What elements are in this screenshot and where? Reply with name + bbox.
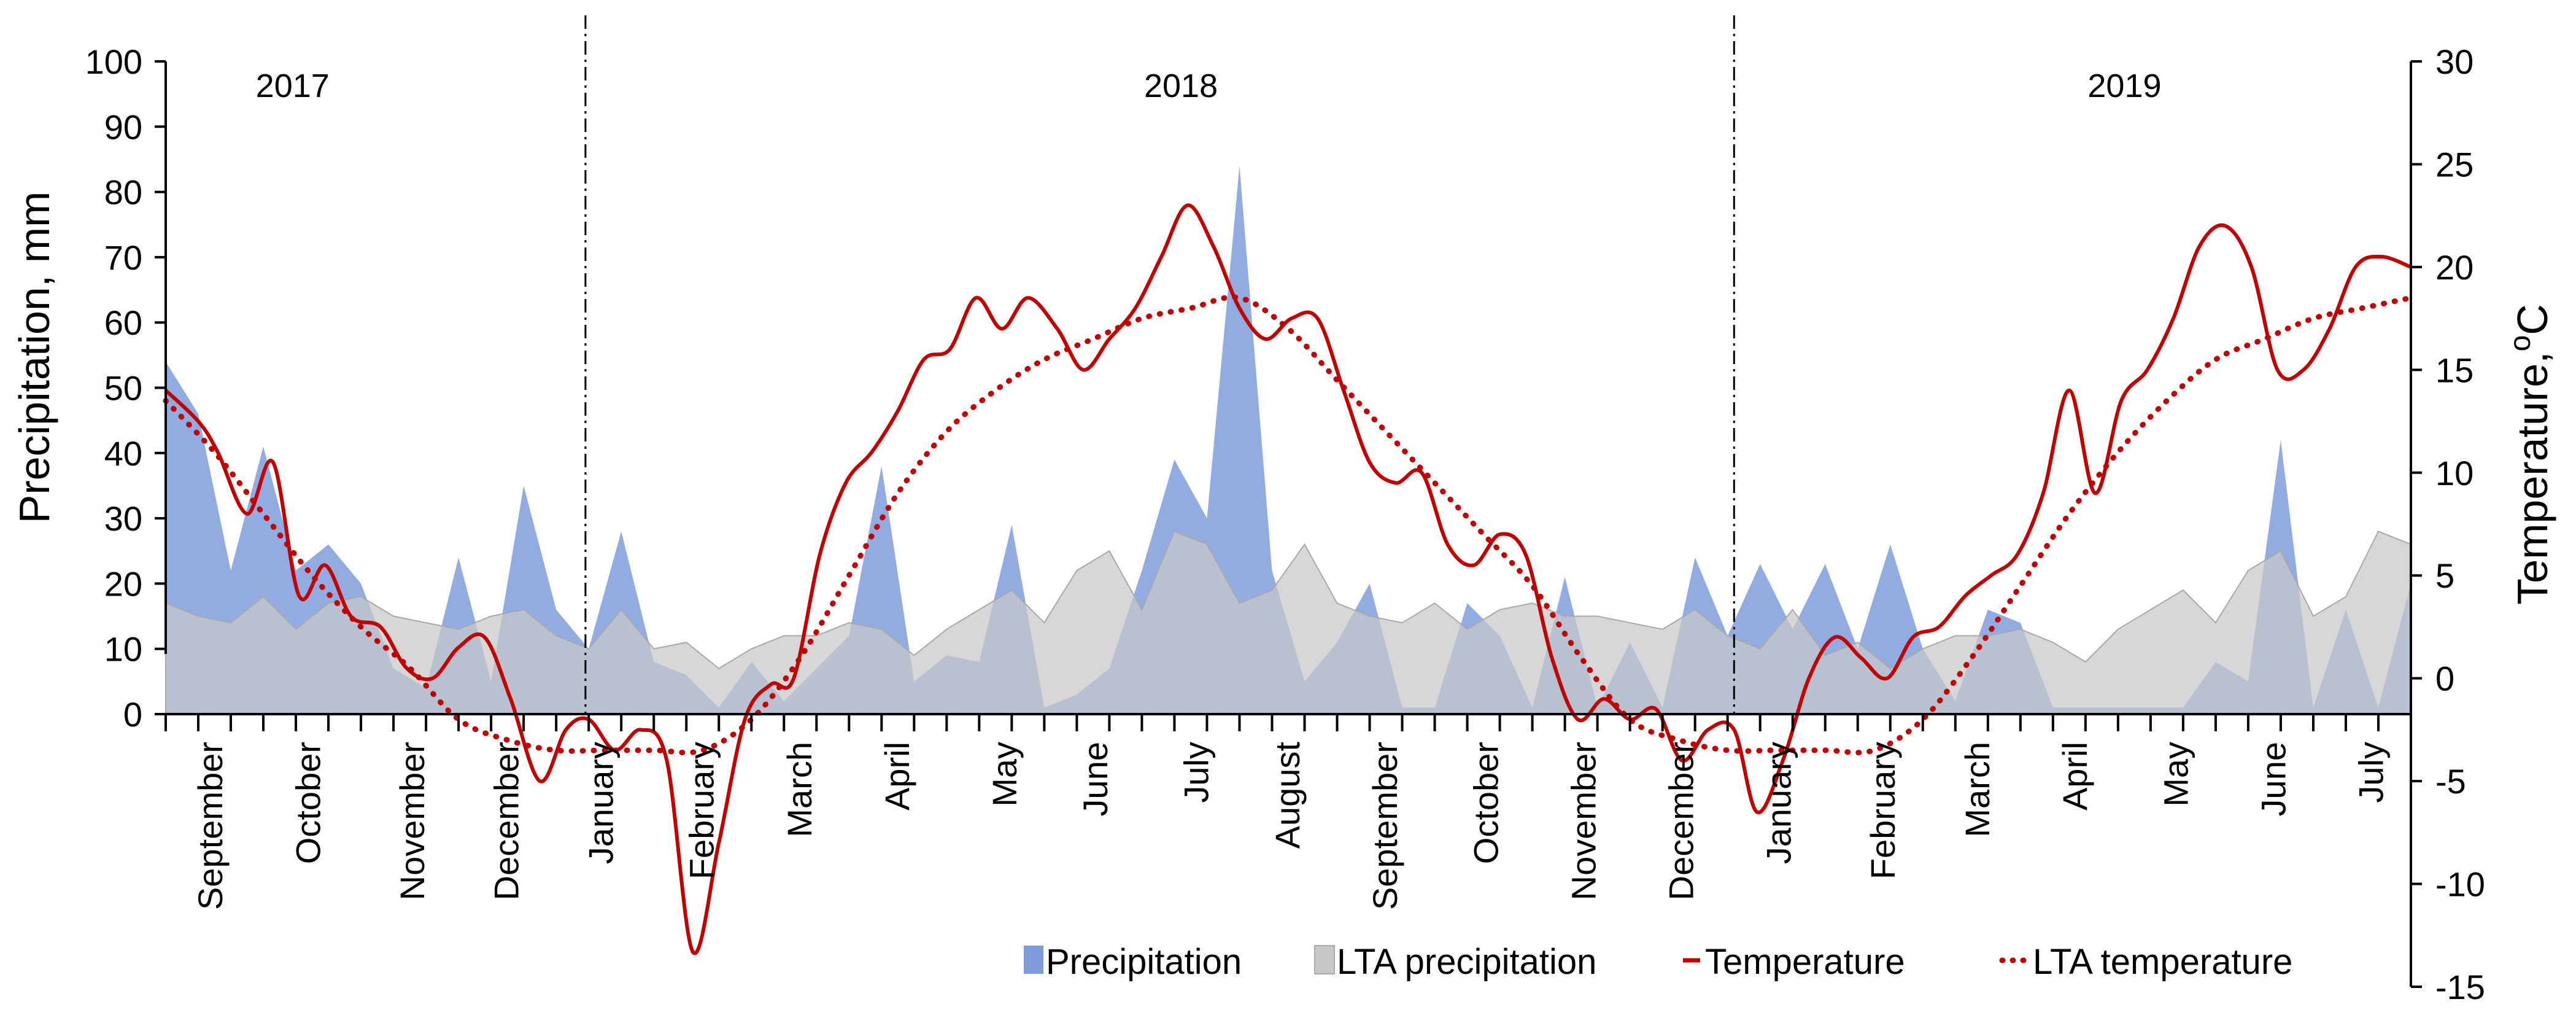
temperature-series-layer — [163, 203, 2414, 955]
temperature-line — [164, 203, 2412, 955]
month-label: July — [1177, 742, 1216, 803]
right-tick-label: 15 — [2435, 351, 2474, 389]
month-label: July — [2351, 742, 2390, 803]
month-label: January — [581, 742, 620, 864]
right-tick-label: -15 — [2435, 968, 2485, 1006]
month-label: September — [191, 742, 230, 910]
month-label: April — [2056, 742, 2094, 811]
month-labels: September October November December January F… — [191, 742, 2390, 910]
right-tick-label: 5 — [2435, 556, 2454, 595]
left-tick-label: 70 — [104, 238, 142, 277]
month-label: April — [878, 742, 916, 811]
right-tick-label: 0 — [2435, 659, 2454, 698]
month-label: March — [1958, 742, 1997, 838]
right-tick-label: 10 — [2435, 454, 2474, 492]
month-label: June — [1076, 742, 1115, 816]
right-axis-ticks: -15 -10 -5 0 5 10 15 20 25 30 — [2411, 42, 2485, 1006]
left-tick-label: 100 — [85, 42, 142, 81]
left-tick-label: 40 — [104, 434, 142, 473]
area-series-layer — [165, 166, 2412, 715]
month-label: October — [288, 742, 327, 864]
left-tick-label: 90 — [104, 107, 142, 146]
month-label: January — [1760, 742, 1798, 864]
lta-precipitation-area — [165, 531, 2412, 715]
lta-temperature-line — [163, 294, 2414, 756]
left-tick-label: 80 — [104, 173, 142, 212]
month-label: February — [683, 742, 721, 879]
left-tick-label: 0 — [123, 695, 142, 734]
month-label: November — [393, 742, 431, 900]
left-axis-ticks: 0 10 20 30 40 50 60 70 80 90 100 — [85, 42, 166, 734]
right-tick-label: 25 — [2435, 145, 2474, 184]
right-tick-label: -5 — [2435, 762, 2466, 801]
legend-swatch-lta-precipitation — [1314, 945, 1335, 974]
month-label: August — [1268, 742, 1307, 849]
month-label: June — [2254, 742, 2292, 816]
month-label: October — [1466, 742, 1505, 864]
year-label: 2019 — [2087, 68, 2161, 104]
y2-axis-title: Temperature,oC — [2504, 304, 2556, 605]
axes-layer: 0 10 20 30 40 50 60 70 80 90 100 -15 -10 -5 0 5 10 15 20 2… — [85, 42, 2485, 1006]
month-label: February — [1863, 742, 1902, 879]
y2-axis-title-unit-c: C — [2508, 304, 2556, 335]
legend-label-temperature: Temperature — [1705, 942, 1905, 982]
left-tick-label: 30 — [104, 499, 142, 538]
month-label: September — [1366, 742, 1404, 910]
y-axis-title: Precipitation, mm — [10, 192, 58, 524]
left-tick-label: 60 — [104, 303, 142, 342]
legend: Precipitation LTA precipitation Temperatur… — [1024, 942, 2292, 982]
right-tick-label: 30 — [2435, 42, 2474, 81]
legend-label-lta-precipitation: LTA precipitation — [1337, 942, 1596, 982]
month-label: December — [1661, 742, 1700, 900]
month-label: March — [780, 742, 819, 838]
legend-label-lta-temperature: LTA temperature — [2033, 942, 2292, 982]
left-tick-label: 50 — [104, 369, 142, 408]
month-label: December — [487, 742, 526, 900]
y2-axis-title-unit: o — [2504, 335, 2537, 352]
year-dividers — [584, 15, 1735, 714]
legend-swatch-precipitation — [1024, 946, 1043, 974]
year-label: 2017 — [256, 68, 330, 104]
right-tick-label: 20 — [2435, 248, 2474, 287]
year-label: 2018 — [1144, 68, 1218, 104]
left-tick-label: 20 — [104, 564, 142, 603]
month-label: May — [985, 742, 1024, 807]
month-label: November — [1564, 742, 1603, 900]
month-label: May — [2156, 742, 2195, 807]
year-labels: 2017 2018 2019 — [256, 68, 2162, 104]
x-axis-ticks — [164, 714, 2412, 731]
legend-label-precipitation: Precipitation — [1046, 942, 1242, 982]
left-tick-label: 10 — [104, 630, 142, 669]
y2-axis-title-main: Temperature, — [2508, 351, 2556, 604]
right-tick-label: -10 — [2435, 865, 2485, 904]
